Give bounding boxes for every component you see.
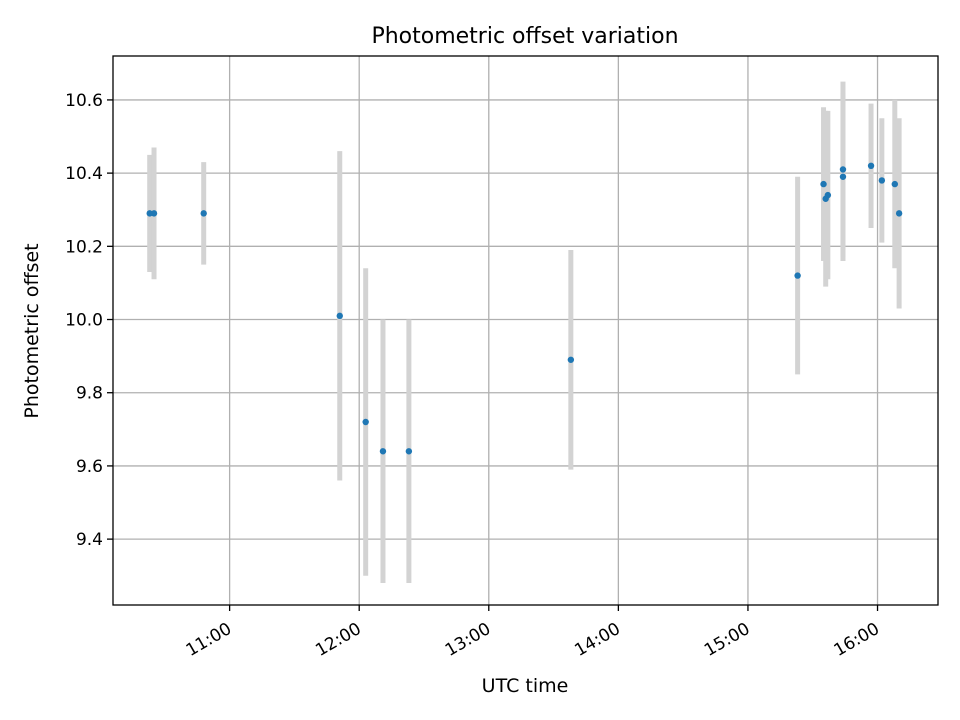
data-point bbox=[878, 177, 886, 184]
data-point bbox=[336, 312, 343, 320]
plot-frame bbox=[112, 55, 939, 606]
data-point bbox=[839, 173, 847, 180]
data-point bbox=[567, 356, 575, 363]
data-point bbox=[379, 448, 387, 455]
chart-title: Photometric offset variation bbox=[371, 24, 678, 49]
data-point bbox=[891, 180, 899, 188]
data-point bbox=[839, 166, 847, 173]
data-point bbox=[794, 272, 801, 279]
data-point bbox=[824, 191, 832, 199]
y-axis-label: Photometric offset bbox=[21, 243, 43, 418]
data-point bbox=[820, 180, 827, 188]
y-tick-label: 10.6 bbox=[65, 91, 103, 111]
data-point bbox=[867, 162, 875, 169]
y-tick-label: 9.6 bbox=[76, 457, 103, 477]
data-point bbox=[895, 210, 903, 217]
y-tick-label: 9.8 bbox=[76, 384, 103, 404]
grid bbox=[113, 56, 938, 605]
y-tick-label: 10.2 bbox=[65, 237, 103, 257]
data-points bbox=[146, 162, 903, 455]
data-point bbox=[362, 418, 369, 426]
data-point bbox=[405, 448, 413, 455]
y-tick-label: 10.4 bbox=[65, 164, 103, 184]
data-point bbox=[200, 210, 207, 217]
data-point bbox=[150, 210, 158, 217]
y-tick-label: 9.4 bbox=[76, 530, 103, 550]
x-axis-label: UTC time bbox=[482, 675, 569, 697]
y-tick-label: 10.0 bbox=[65, 311, 103, 331]
